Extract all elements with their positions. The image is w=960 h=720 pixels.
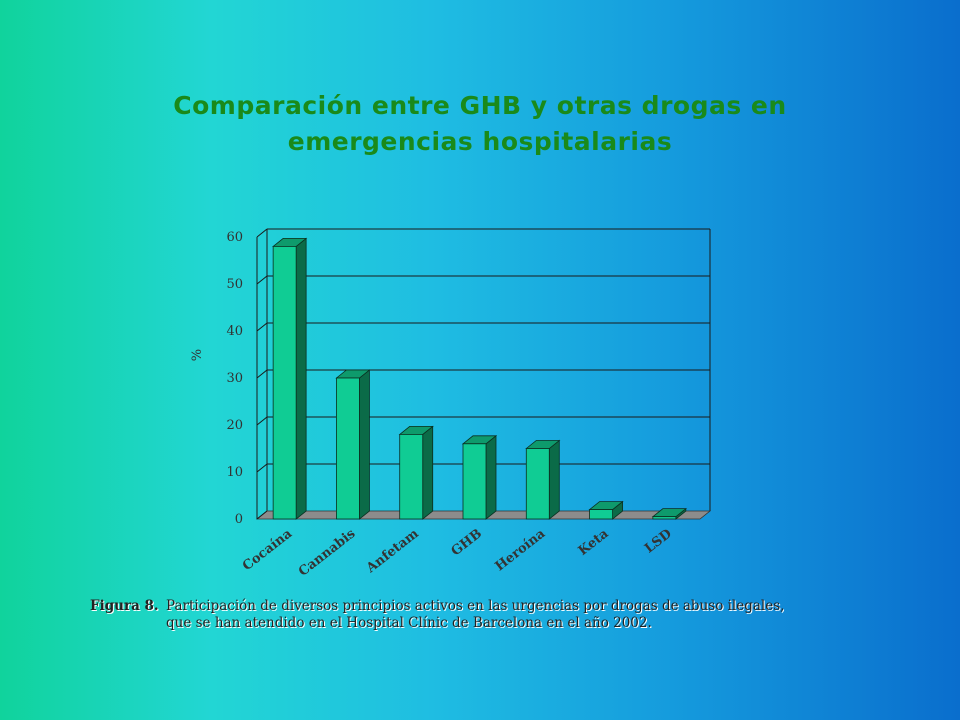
bar-front: [336, 377, 360, 520]
bar-front: [525, 448, 550, 520]
bar-front: [272, 245, 297, 520]
x-category-label: GHB: [449, 526, 485, 559]
y-tick-label: 30: [226, 371, 243, 386]
caption-line-1: Participación de diversos principios act…: [166, 598, 785, 614]
slide-title: Comparación entre GHB y otras drogas en …: [80, 88, 880, 160]
x-category-label: Anfetam: [363, 526, 422, 577]
y-tick-mark: [256, 463, 268, 473]
title-line-1: Comparación entre GHB y otras drogas en: [173, 91, 787, 120]
bar-front: [652, 516, 677, 520]
caption-line-2: que se han atendido en el Hospital Clíni…: [166, 615, 652, 631]
y-tick-mark: [256, 416, 268, 426]
y-tick-mark: [256, 322, 268, 332]
bar: [525, 439, 561, 520]
bar: [335, 369, 371, 520]
y-tick-label: 0: [235, 512, 243, 527]
figure-caption: Figura 8. Participación de diversos prin…: [90, 598, 890, 632]
bar-side: [359, 369, 370, 520]
caption-label: Figura 8.: [90, 598, 159, 614]
bar: [651, 507, 687, 520]
bar-front: [462, 443, 487, 520]
y-tick-mark: [256, 510, 268, 520]
x-category-label: Keta: [576, 526, 612, 559]
bar-front: [589, 509, 613, 520]
y-axis-label: %: [190, 349, 205, 361]
y-tick-mark: [256, 275, 268, 285]
bar-front: [399, 433, 424, 520]
y-tick-label: 50: [226, 277, 243, 292]
y-tick-label: 40: [226, 324, 243, 339]
y-tick-mark: [256, 369, 268, 379]
bar-side: [295, 237, 307, 520]
y-tick-label: 20: [226, 418, 243, 433]
bar-side: [422, 425, 434, 520]
bar: [272, 237, 308, 520]
bar-side: [548, 439, 560, 520]
bar-side: [485, 434, 497, 520]
y-tick-mark: [256, 228, 268, 238]
y-tick-label: 60: [226, 230, 243, 245]
x-category-label: LSD: [642, 526, 675, 556]
x-category-label: Heroína: [493, 526, 549, 574]
x-category-label: Cocaína: [240, 526, 296, 574]
bar: [588, 500, 624, 520]
y-tick-label: 10: [226, 465, 243, 480]
x-category-label: Cannabis: [296, 526, 358, 579]
bar: [461, 434, 498, 520]
title-line-2: emergencias hospitalarias: [287, 127, 673, 156]
bar: [398, 425, 434, 520]
